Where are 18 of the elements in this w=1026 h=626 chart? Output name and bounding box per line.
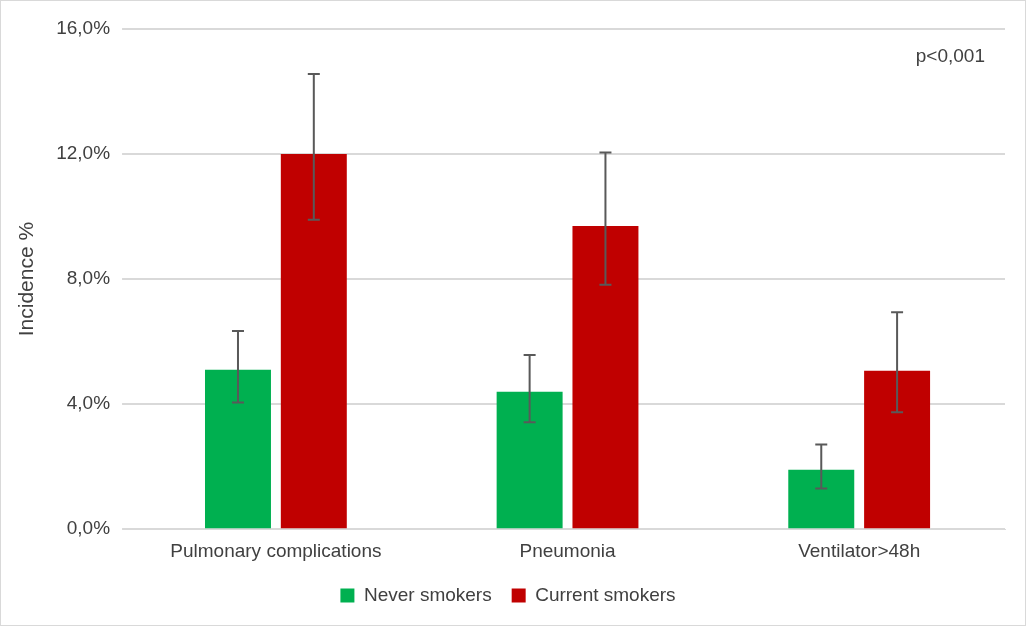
bar	[205, 369, 271, 529]
y-tick-label: 4,0%	[66, 392, 111, 414]
y-tick-label: 0,0%	[66, 517, 111, 539]
bar	[572, 225, 639, 529]
legend-label: Current smokers	[535, 583, 676, 605]
bar	[788, 469, 855, 529]
bar	[496, 391, 563, 529]
legend-label: Never smokers	[363, 583, 492, 605]
y-tick-label: 16,0%	[56, 17, 111, 39]
y-tick-label: 12,0%	[56, 142, 111, 164]
bar	[280, 154, 347, 529]
y-axis-title: Incidence %	[14, 221, 38, 337]
x-tick-label: Pulmonary complications	[170, 539, 382, 561]
x-tick-label: Pneumonia	[519, 539, 617, 561]
y-tick-label: 8,0%	[66, 267, 111, 289]
annotation: p<0,001	[915, 44, 985, 66]
x-tick-label: Ventilator>48h	[798, 539, 921, 561]
bar	[864, 370, 931, 529]
